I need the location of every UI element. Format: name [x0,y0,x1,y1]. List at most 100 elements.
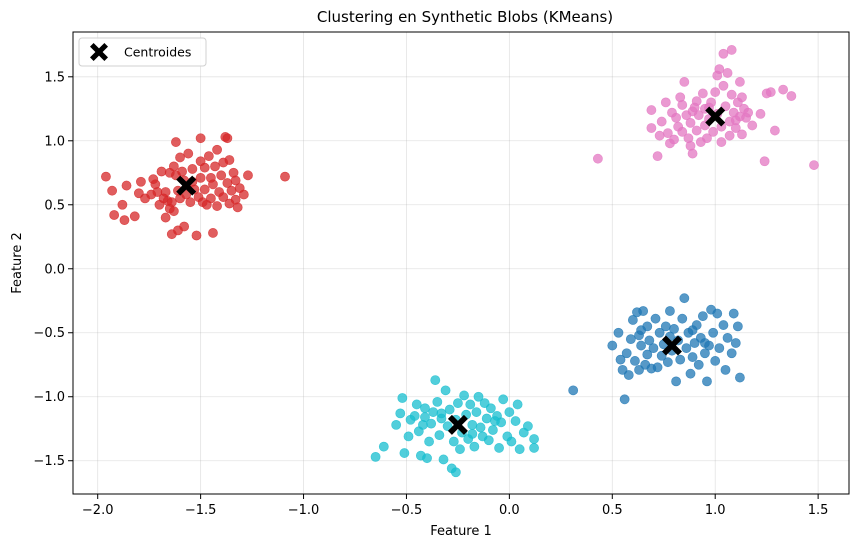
scatter-point [636,325,647,336]
scatter-point [681,343,692,354]
scatter-point [650,313,661,324]
scatter-point [636,340,647,351]
scatter-point [494,443,504,453]
y-tick-label: 0.5 [44,198,65,213]
scatter-point [195,172,206,183]
scatter-point [514,444,525,455]
scatter-point [208,179,218,190]
scatter-point [646,123,657,133]
centroid-x-marker [661,335,682,356]
scatter-point [568,385,579,396]
scatter-point [615,354,626,365]
scatter-point [183,148,194,159]
centroid-x-marker [447,414,468,435]
x-tick-label: 0.0 [499,503,520,518]
scatter-point [210,161,220,172]
x-tick-label: −0.5 [391,503,423,518]
scatter-point [442,421,453,432]
y-axis-label: Feature 2 [10,232,25,294]
scatter-point [166,197,177,208]
scatter-point [700,348,710,359]
scatter-point [448,436,459,447]
scatter-point [218,192,229,202]
scatter-point [136,176,146,187]
scatter-point [677,100,688,110]
scatter-point [627,315,638,325]
scatter-point [769,125,780,136]
scatter-point [765,87,776,98]
scatter-point [510,416,521,426]
scatter-point [453,398,463,409]
scatter-point [726,89,737,100]
scatter-point [420,412,430,423]
scatter-point [646,105,657,115]
scatter-point [638,306,649,316]
scatter-point [691,96,702,107]
scatter-point [708,327,719,338]
scatter-point [469,441,480,452]
scatter-point [735,77,745,87]
scatter-point [720,364,731,375]
scatter-point [718,80,729,91]
scatter-point [438,454,449,465]
scatter-point [700,338,710,348]
x-axis-ticks: −2.0 −1.5 −1.0 −0.5 0.0 0.5 1.0 1.5 [82,494,828,518]
scatter-point [481,413,492,424]
scatter-point [498,394,509,405]
scatter-point [726,45,737,55]
scatter-point [716,137,727,147]
scatter-point [109,210,120,220]
scatter-point [630,356,640,366]
scatter-point [506,436,517,447]
scatter-point [737,92,747,103]
scatter-point [424,436,434,447]
scatter-point [504,407,515,417]
scatter-point [230,175,241,186]
scatter-point [216,170,227,181]
scatter-point [778,84,789,95]
scatter-point [160,187,171,197]
scatter-point [755,109,766,119]
scatter-point [712,308,723,319]
scatter-point [191,230,202,241]
y-tick-label: 0.0 [44,262,65,277]
plot-frame [72,31,850,495]
scatter-point [710,87,721,98]
scatter-point [662,128,673,139]
scatter-point [473,391,484,402]
scatter-point [450,467,461,478]
scatter-point [613,327,624,338]
scatter-point [697,88,708,99]
scatter-point [224,155,235,165]
scatter-point [203,151,214,162]
scatter-point [714,343,725,354]
scatter-point [687,106,698,117]
scatter-point [243,170,253,181]
scatter-point [654,327,665,338]
scatter-point [391,419,402,430]
scatter-point [222,133,233,144]
scatter-point [652,151,663,162]
scatter-point [370,451,381,462]
scatter-point [669,134,679,145]
scatter-point [656,116,667,127]
legend-centroides-label: Centroides [124,45,191,60]
scatter-point [691,125,702,136]
scatter-point [512,399,523,410]
x-tick-label: −1.5 [185,503,217,518]
scatter-point [440,385,451,396]
legend: Centroides [78,37,207,67]
scatter-point [652,362,663,373]
scatter-point [212,144,222,155]
scatter-point [522,421,533,432]
scatter-point [648,343,659,354]
x-tick-label: −2.0 [82,503,114,518]
y-axis-ticks: −1.5 −1.0 −0.5 0.0 0.5 1.0 1.5 [33,70,73,469]
scatter-point [697,311,708,322]
scatter-point [722,68,733,78]
centroid-x-marker [176,175,197,196]
scatter-point [685,117,696,128]
x-axis-label: Feature 1 [430,524,492,539]
scatter-point [175,152,185,163]
